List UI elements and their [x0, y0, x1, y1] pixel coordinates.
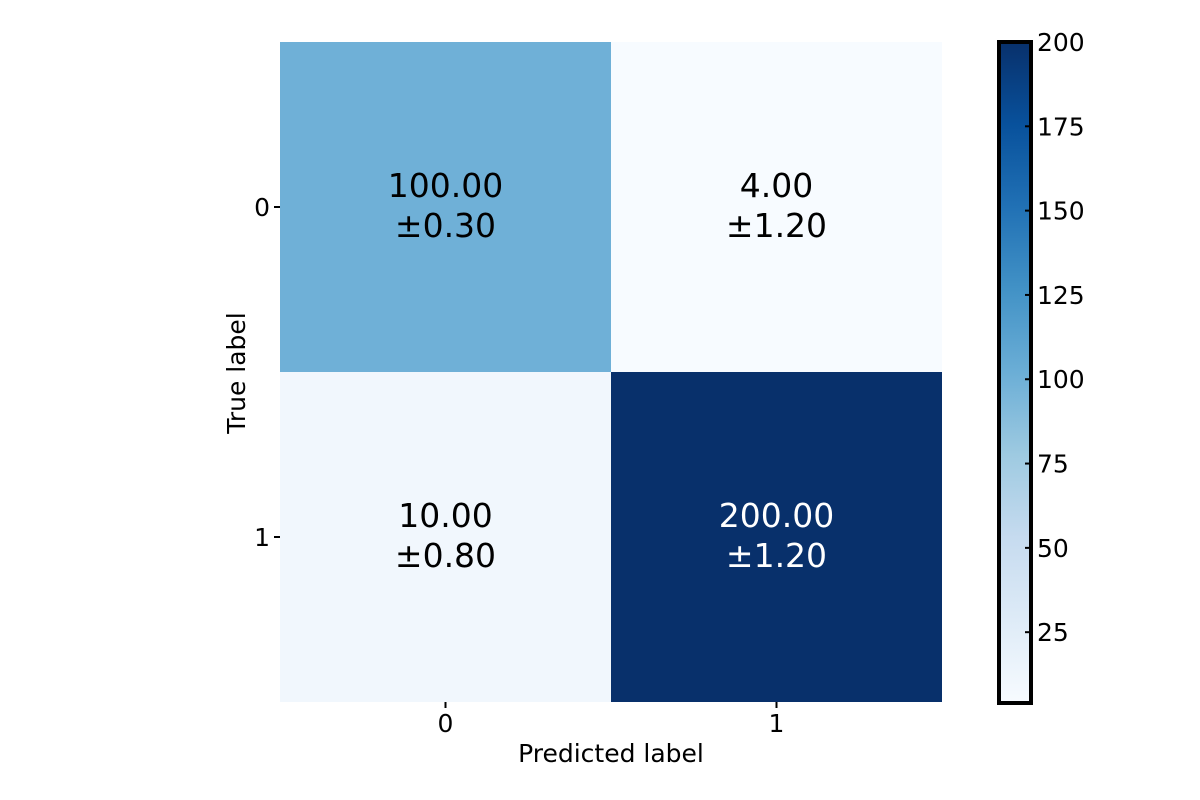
axes: 0 1 0 1 [254, 193, 784, 738]
heatmap-cells [280, 42, 942, 702]
colorbar-tick-label: 50 [1037, 534, 1069, 563]
cell-std-label: ±0.30 [395, 206, 496, 245]
colorbar-tick-label: 150 [1037, 197, 1085, 226]
cell-std-label: ±1.20 [726, 536, 827, 575]
heatmap-cell-labels: 100.00±0.304.00±1.2010.00±0.80200.00±1.2… [388, 166, 834, 575]
cell-mean-label: 100.00 [388, 166, 503, 205]
cell-std-label: ±1.20 [726, 206, 827, 245]
colorbar-tick-label: 75 [1037, 450, 1069, 479]
colorbar-tick-label: 175 [1037, 112, 1085, 141]
heatmap-cell [611, 372, 942, 702]
heatmap-cell [280, 372, 611, 702]
colorbar-tick-label: 125 [1037, 281, 1085, 310]
cell-mean-label: 10.00 [398, 496, 492, 535]
x-axis-label: Predicted label [518, 739, 704, 768]
y-tick-label: 0 [254, 193, 270, 222]
x-tick-label: 0 [438, 709, 454, 738]
colorbar-tick-label: 100 [1037, 365, 1085, 394]
colorbar-gradient [999, 42, 1031, 703]
colorbar-frame [997, 40, 1033, 705]
colorbar: 25 50 75 100 125 150 175 200 [997, 28, 1085, 705]
colorbar-tick-label: 200 [1037, 28, 1085, 57]
cell-std-label: ±0.80 [395, 536, 496, 575]
cell-mean-label: 200.00 [719, 496, 834, 535]
x-tick-label: 1 [769, 709, 785, 738]
y-tick-label: 1 [254, 523, 270, 552]
colorbar-tick-label: 25 [1037, 618, 1069, 647]
heatmap-cell [280, 42, 611, 372]
heatmap-cell [611, 42, 942, 372]
y-axis-label: True label [222, 312, 251, 435]
cell-mean-label: 4.00 [740, 166, 813, 205]
